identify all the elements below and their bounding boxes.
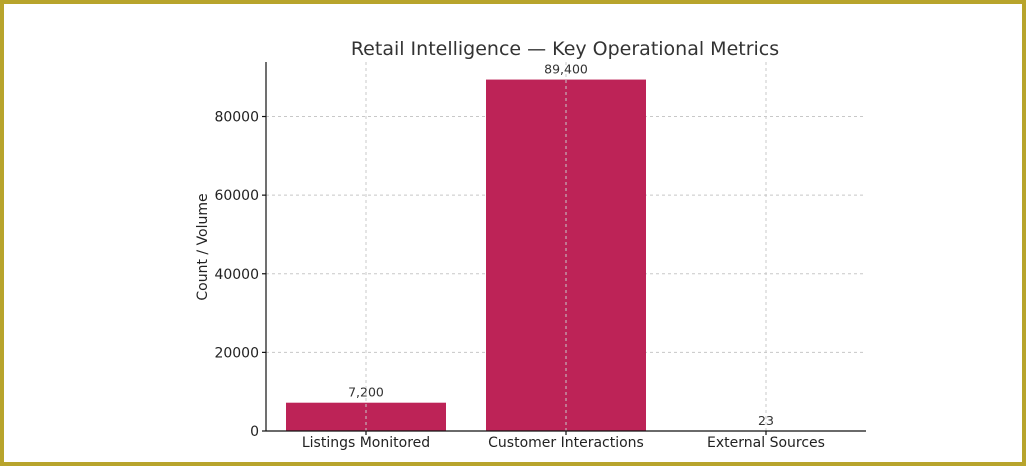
y-tick-label: 60000 <box>214 188 259 204</box>
data-label: 89,400 <box>544 62 588 77</box>
data-label: 7,200 <box>348 385 384 400</box>
chart-title: Retail Intelligence — Key Operational Me… <box>351 38 779 60</box>
y-tick-label: 40000 <box>214 267 259 283</box>
bars <box>286 62 846 431</box>
y-tick-label: 0 <box>250 424 259 440</box>
y-axis-label: Count / Volume <box>195 193 211 300</box>
x-tick-label: Listings Monitored <box>302 435 430 451</box>
y-tick-label: 20000 <box>214 345 259 361</box>
y-tick-label: 80000 <box>214 110 259 126</box>
x-tick-label: External Sources <box>707 435 825 451</box>
bar-chart: Retail Intelligence — Key Operational Me… <box>4 4 1026 470</box>
x-tick-label: Customer Interactions <box>488 435 644 451</box>
data-label: 23 <box>758 413 774 428</box>
